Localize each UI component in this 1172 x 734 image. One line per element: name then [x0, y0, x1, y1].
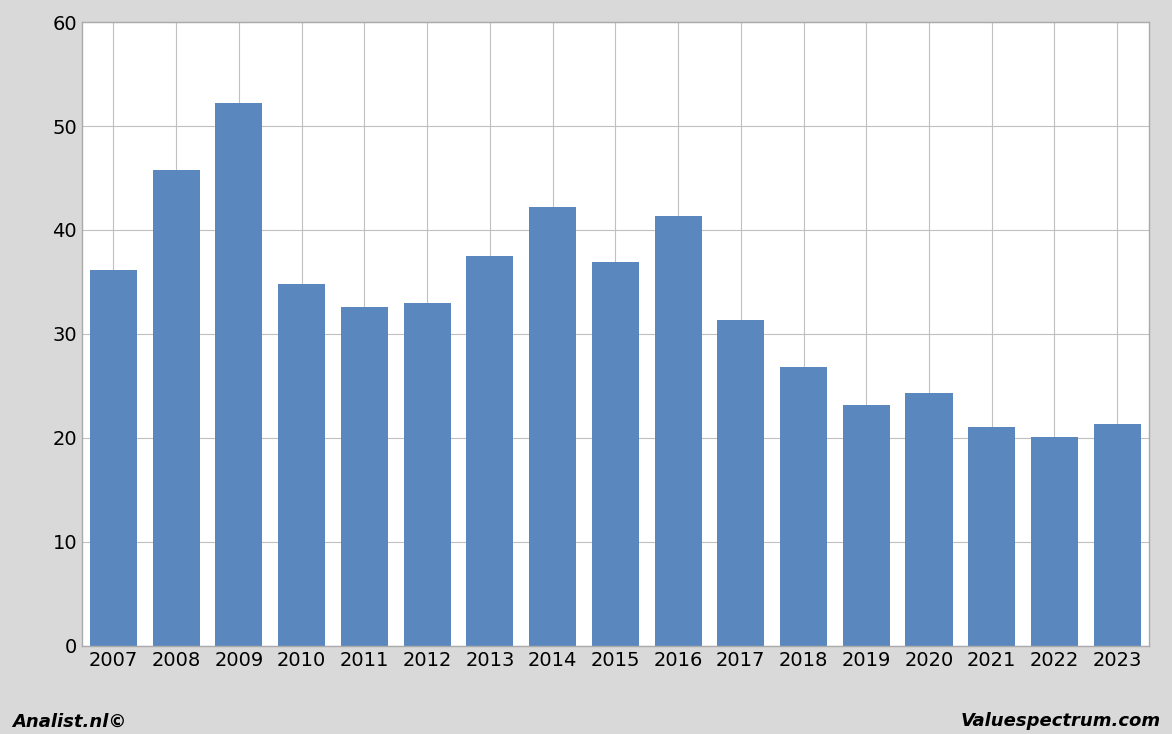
Text: Analist.nl©: Analist.nl©	[12, 712, 127, 730]
Bar	[529, 207, 577, 646]
Bar	[90, 269, 137, 646]
Bar	[968, 426, 1015, 646]
Bar	[278, 284, 325, 646]
Bar	[1031, 437, 1078, 646]
Bar	[654, 217, 702, 646]
Bar	[403, 303, 450, 646]
Bar	[717, 321, 764, 646]
Bar	[906, 393, 953, 646]
Bar	[152, 170, 199, 646]
Bar	[781, 367, 827, 646]
Bar	[592, 262, 639, 646]
Bar	[341, 307, 388, 646]
Bar	[843, 404, 890, 646]
Bar	[466, 256, 513, 646]
Bar	[1093, 424, 1140, 646]
Bar	[216, 103, 263, 646]
Text: Valuespectrum.com: Valuespectrum.com	[960, 712, 1160, 730]
